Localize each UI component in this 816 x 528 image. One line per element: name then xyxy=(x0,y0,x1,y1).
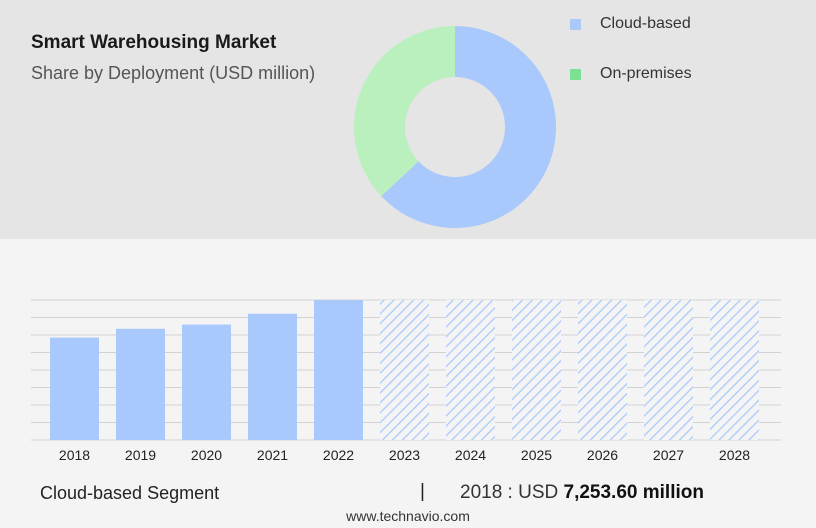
x-tick-label: 2023 xyxy=(389,447,420,463)
x-tick-label: 2025 xyxy=(521,447,552,463)
footer-value-amount: 7,253.60 million xyxy=(563,482,704,503)
bar-2018 xyxy=(50,337,99,440)
x-tick-label: 2027 xyxy=(653,447,684,463)
x-tick-label: 2020 xyxy=(191,447,222,463)
bar-forecast-2024 xyxy=(446,300,495,440)
bar-2020 xyxy=(182,324,231,440)
donut-slice-on-premises xyxy=(354,26,455,197)
bar-forecast-2025 xyxy=(512,300,561,440)
bar-forecast-2028 xyxy=(710,300,759,440)
bar-forecast-2026 xyxy=(578,300,627,440)
chart-subtitle: Share by Deployment (USD million) xyxy=(31,63,316,83)
legend-label-on-premises: On-premises xyxy=(600,65,692,82)
x-tick-label: 2026 xyxy=(587,447,618,463)
x-tick-label: 2021 xyxy=(257,447,288,463)
legend-swatch-cloud-based xyxy=(570,18,581,30)
x-tick-label: 2028 xyxy=(719,447,750,463)
x-tick-label: 2018 xyxy=(59,447,90,463)
chart-title: Smart Warehousing Market xyxy=(31,32,277,53)
legend-item-on-premises: On-premises xyxy=(570,65,692,83)
bar-2022 xyxy=(314,300,363,440)
segment-label: Cloud-based Segment xyxy=(40,483,220,503)
x-tick-label: 2019 xyxy=(125,447,156,463)
bar-forecast-2027 xyxy=(644,300,693,440)
legend-label-cloud-based: Cloud-based xyxy=(600,15,691,32)
bar-chart-x-ticks: 2018 2019 2020 2021 2022 2023 2024 2025 2026 2027… xyxy=(59,447,750,463)
donut-chart xyxy=(354,26,556,228)
donut-slice-cloud-based xyxy=(381,26,556,228)
bar-forecast-2023 xyxy=(380,300,429,440)
x-tick-label: 2022 xyxy=(323,447,354,463)
footer-separator: | xyxy=(420,481,425,502)
footer-value: 2018 : USD 7,253.60 million xyxy=(460,482,704,504)
bar-2019 xyxy=(116,328,165,440)
site-url: www.technavio.com xyxy=(346,508,470,524)
bar-2021 xyxy=(248,313,297,440)
x-tick-label: 2024 xyxy=(455,447,486,463)
legend-item-cloud-based: Cloud-based xyxy=(570,15,691,33)
footer-year-label: 2018 : USD xyxy=(460,482,564,503)
bar-chart xyxy=(50,300,759,440)
legend-swatch-on-premises xyxy=(570,68,581,80)
